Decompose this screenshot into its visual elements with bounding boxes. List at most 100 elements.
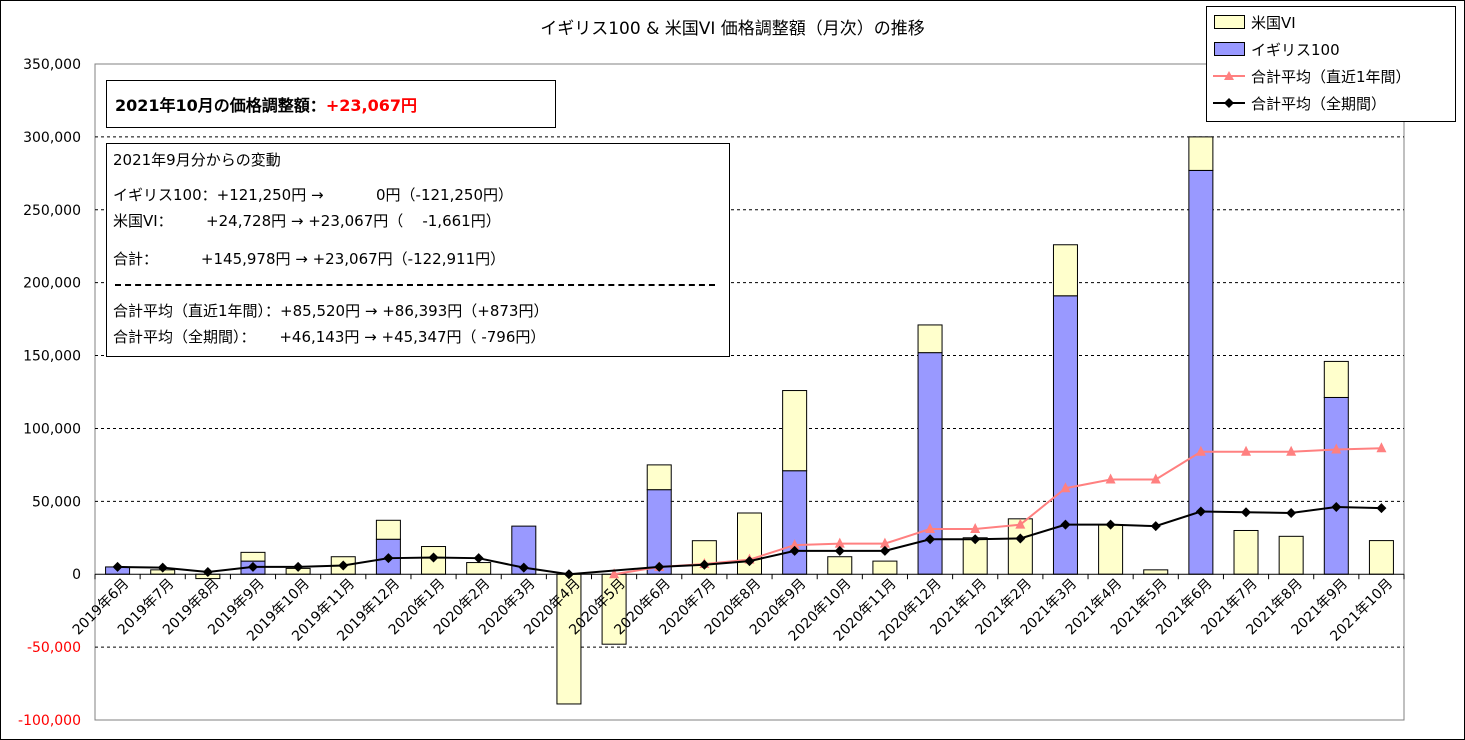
point-avg-all bbox=[428, 552, 439, 563]
point-avg-1y bbox=[1376, 442, 1387, 453]
point-avg-1y bbox=[1195, 445, 1206, 456]
point-avg-all bbox=[1060, 519, 1071, 530]
point-avg-all bbox=[1015, 533, 1026, 544]
point-avg-1y bbox=[1015, 518, 1026, 529]
bar-vi bbox=[782, 390, 808, 472]
point-avg-1y bbox=[879, 537, 890, 548]
bar-uk100 bbox=[1323, 396, 1349, 575]
legend-item-uk100: イギリス100 bbox=[1213, 37, 1453, 61]
point-avg-all bbox=[654, 561, 665, 572]
bar-vi bbox=[1368, 540, 1394, 575]
legend-swatch-uk100 bbox=[1213, 42, 1245, 56]
point-avg-all bbox=[789, 545, 800, 556]
bar-vi bbox=[872, 560, 898, 575]
point-avg-1y bbox=[789, 539, 800, 550]
point-avg-1y bbox=[1241, 445, 1252, 456]
point-avg-all bbox=[157, 562, 168, 573]
change-line-avg-all: 合計平均（全期間）： +46,143円 → +45,347円（ -796円） bbox=[113, 328, 546, 346]
legend-label: イギリス100 bbox=[1251, 40, 1340, 59]
change-line-vi: 米国VI： +24,728円 → +23,067円（ -1,661円） bbox=[113, 212, 501, 230]
point-avg-all bbox=[202, 567, 213, 578]
bar-vi bbox=[240, 551, 266, 562]
point-avg-all bbox=[879, 545, 890, 556]
bar-vi bbox=[466, 562, 492, 575]
separator bbox=[115, 284, 715, 286]
point-avg-all bbox=[1286, 507, 1297, 518]
point-avg-1y bbox=[1286, 445, 1297, 456]
point-avg-all bbox=[1105, 519, 1116, 530]
point-avg-all bbox=[338, 560, 349, 571]
change-line-total: 合計： +145,978円 → +23,067円（-122,911円） bbox=[113, 250, 506, 268]
point-avg-all bbox=[1150, 521, 1161, 532]
headline-value: +23,067円 bbox=[325, 96, 417, 115]
y-tick-label: 100,000 bbox=[23, 421, 81, 437]
change-line-avg-1y: 合計平均（直近1年間）：+85,520円 → +86,393円（+873円） bbox=[113, 302, 549, 320]
point-avg-all bbox=[563, 569, 574, 580]
point-avg-all bbox=[970, 534, 981, 545]
point-avg-all bbox=[834, 545, 845, 556]
chart-title: イギリス100 & 米国VI 価格調整額（月次）の推移 bbox=[540, 19, 925, 39]
bar-uk100 bbox=[646, 489, 672, 575]
point-avg-1y bbox=[970, 523, 981, 534]
point-avg-all bbox=[699, 559, 710, 570]
y-tick-label: 0 bbox=[72, 567, 81, 583]
bar-vi bbox=[827, 556, 853, 575]
y-tick-label: -50,000 bbox=[27, 640, 81, 656]
plot-area bbox=[94, 63, 1405, 721]
headline-prefix: 2021年10月の価格調整額： bbox=[115, 96, 326, 115]
point-avg-1y bbox=[1105, 473, 1116, 484]
bar-vi bbox=[1098, 524, 1124, 575]
point-avg-1y bbox=[1060, 482, 1071, 493]
legend-swatch-avg-1y bbox=[1213, 71, 1245, 80]
legend-item-avg-1y: 合計平均（直近1年間） bbox=[1213, 64, 1453, 88]
bar-vi bbox=[1323, 360, 1349, 398]
point-avg-all bbox=[293, 561, 304, 572]
legend-label: 合計平均（直近1年間） bbox=[1251, 67, 1411, 86]
bar-vi bbox=[1188, 136, 1214, 171]
legend-item-vi: 米国VI bbox=[1213, 10, 1453, 34]
y-tick-label: 200,000 bbox=[23, 276, 81, 292]
headline-box: 2021年10月の価格調整額： +23,067円 bbox=[106, 80, 556, 128]
change-heading: 2021年9月分からの変動 bbox=[113, 151, 281, 169]
bar-vi bbox=[375, 519, 401, 540]
y-tick-label: 250,000 bbox=[23, 203, 81, 219]
legend-label: 合計平均（全期間） bbox=[1251, 94, 1387, 113]
point-avg-1y bbox=[925, 523, 936, 534]
bar-vi bbox=[646, 464, 672, 491]
point-avg-1y bbox=[834, 537, 845, 548]
point-avg-all bbox=[473, 553, 484, 564]
line-avg-all bbox=[117, 505, 1382, 576]
change-line-uk100: イギリス100：+121,250円 → 0円（-121,250円） bbox=[113, 186, 513, 204]
y-tick-label: 150,000 bbox=[23, 349, 81, 365]
point-avg-all bbox=[1241, 507, 1252, 518]
point-avg-all bbox=[383, 553, 394, 564]
point-avg-1y bbox=[609, 568, 620, 579]
bar-uk100 bbox=[782, 470, 808, 575]
bar-vi bbox=[1007, 518, 1033, 575]
bar-uk100 bbox=[1052, 295, 1078, 575]
bar-vi bbox=[1143, 569, 1169, 575]
point-avg-all bbox=[1376, 503, 1387, 514]
y-tick-label: 300,000 bbox=[23, 130, 81, 146]
point-avg-all bbox=[1331, 501, 1342, 512]
bar-vi bbox=[601, 573, 627, 645]
point-avg-all bbox=[925, 534, 936, 545]
line-avg-1y bbox=[613, 447, 1382, 576]
point-avg-all bbox=[247, 561, 258, 572]
bar-vi bbox=[1278, 535, 1304, 575]
change-box: 2021年9月分からの変動 イギリス100：+121,250円 → 0円（-12… bbox=[106, 143, 730, 357]
legend-swatch-vi bbox=[1213, 15, 1245, 29]
bar-vi bbox=[917, 324, 943, 354]
legend-item-avg-all: 合計平均（全期間） bbox=[1213, 91, 1453, 115]
y-tick-label: 50,000 bbox=[32, 494, 81, 510]
point-avg-all bbox=[744, 556, 755, 567]
point-avg-all bbox=[518, 562, 529, 573]
point-avg-all bbox=[112, 561, 123, 572]
bar-vi bbox=[1233, 529, 1259, 575]
y-tick-label: 350,000 bbox=[23, 57, 81, 73]
legend-swatch-avg-all bbox=[1213, 98, 1245, 108]
point-avg-all bbox=[1195, 506, 1206, 517]
point-avg-1y bbox=[1150, 473, 1161, 484]
legend: 米国VI イギリス100 合計平均（直近1年間） 合計平均（全期間） bbox=[1206, 6, 1456, 122]
